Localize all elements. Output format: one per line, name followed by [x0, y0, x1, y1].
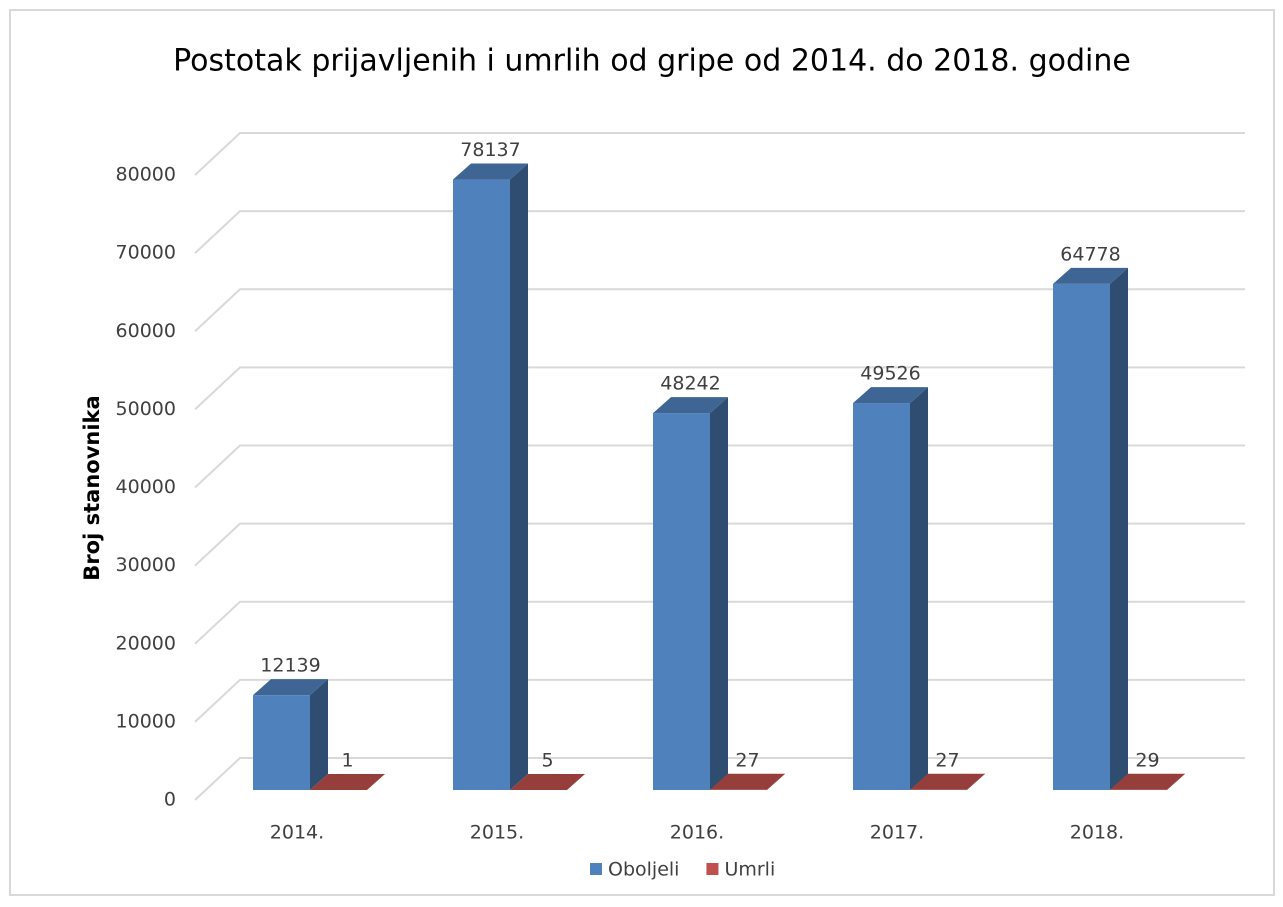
y-axis-title: Broj stanovnika	[80, 395, 104, 580]
bar-top	[910, 773, 985, 790]
bar-side	[967, 773, 985, 790]
bar-top	[1053, 267, 1128, 284]
bar-top	[310, 773, 385, 790]
grid-line	[194, 132, 1245, 176]
bar-side	[510, 163, 528, 790]
x-tick-label: 2015.	[470, 822, 524, 844]
legend-label: Oboljeli	[608, 859, 679, 881]
y-tick-label: 0	[164, 789, 176, 811]
bar-side	[367, 773, 385, 790]
y-tick-label: 60000	[116, 320, 176, 342]
bar-top	[853, 387, 928, 404]
bar-top	[710, 773, 785, 790]
bar-group	[453, 163, 528, 790]
bar-group	[310, 773, 385, 790]
grid-line	[194, 210, 1245, 254]
bar-side	[710, 397, 728, 790]
bar	[453, 179, 510, 790]
y-tick-label: 70000	[116, 242, 176, 264]
bar-side	[767, 773, 785, 790]
data-label: 49526	[860, 363, 920, 385]
bar-side	[567, 773, 585, 790]
legend-swatch	[590, 863, 602, 875]
grid-line	[194, 366, 1245, 411]
y-tick-label: 10000	[116, 710, 176, 732]
bar-group	[853, 387, 928, 790]
bar-group	[653, 397, 728, 790]
data-label: 29	[1135, 749, 1159, 771]
bar-side	[310, 679, 328, 790]
data-label: 78137	[460, 139, 520, 161]
y-tick-label: 40000	[116, 476, 176, 498]
bar-side	[1167, 773, 1185, 790]
grid-line	[194, 288, 1245, 332]
x-tick-label: 2017.	[870, 822, 924, 844]
data-label: 48242	[660, 373, 720, 395]
bar	[253, 695, 310, 790]
y-tick-label: 20000	[116, 632, 176, 654]
bar	[653, 413, 710, 790]
legend-label: Umrli	[724, 859, 775, 881]
x-tick-label: 2014.	[270, 822, 324, 844]
y-tick-label: 30000	[116, 554, 176, 576]
data-label: 27	[735, 749, 759, 771]
bar	[1053, 283, 1110, 790]
data-label: 1	[341, 749, 353, 771]
data-label: 27	[935, 749, 959, 771]
bar-top	[653, 397, 728, 414]
bar-group	[253, 679, 328, 790]
bar-top	[510, 773, 585, 790]
data-label: 12139	[260, 655, 320, 677]
bar-top	[253, 679, 328, 696]
bar-group	[510, 773, 585, 790]
bar-group	[1053, 267, 1128, 790]
legend-swatch	[706, 863, 719, 875]
bar-group	[710, 773, 785, 790]
bar-top	[453, 163, 528, 180]
bar	[853, 403, 910, 790]
chart-title: Postotak prijavljenih i umrlih od gripe …	[173, 44, 1131, 79]
x-tick-label: 2018.	[1070, 822, 1124, 844]
bar-side	[1110, 267, 1128, 790]
data-label: 5	[541, 749, 553, 771]
x-tick-label: 2016.	[670, 822, 724, 844]
bar-top	[1110, 773, 1185, 790]
bar-group	[910, 773, 985, 790]
data-label: 64778	[1060, 243, 1120, 265]
y-tick-label: 50000	[116, 398, 176, 420]
y-tick-label: 80000	[116, 164, 176, 186]
bar-group	[1110, 773, 1185, 790]
bar-side	[910, 387, 928, 790]
